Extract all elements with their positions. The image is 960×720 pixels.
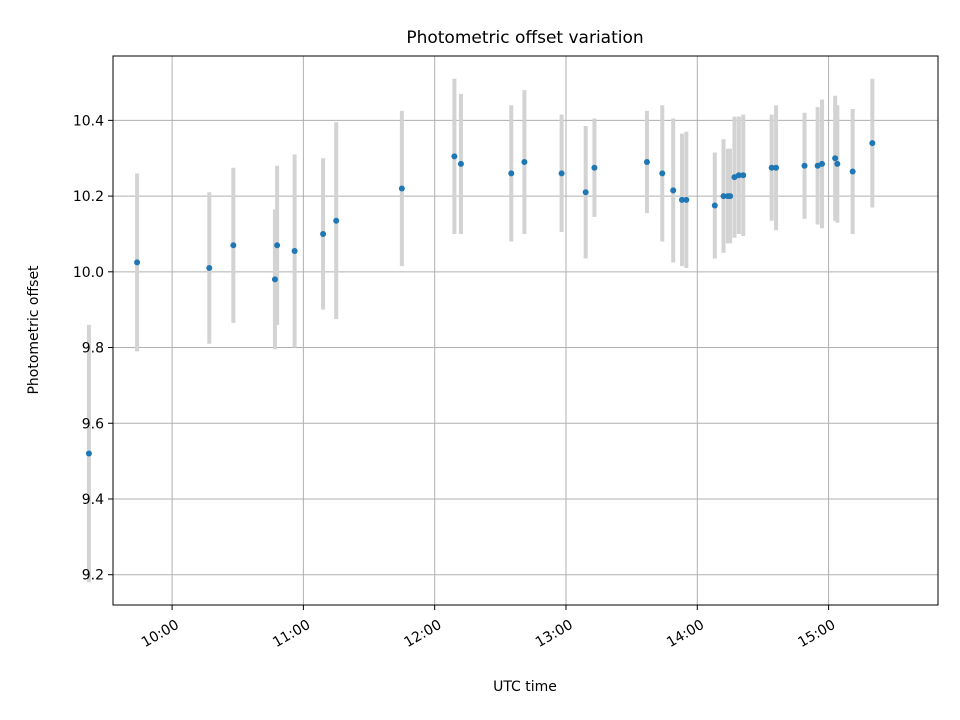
- data-point: [834, 160, 841, 167]
- y-tick-label: 10.4: [73, 113, 104, 129]
- data-point: [832, 155, 839, 162]
- chart-title: Photometric offset variation: [406, 28, 643, 48]
- data-point: [670, 187, 677, 194]
- data-points: [85, 140, 876, 457]
- data-point: [740, 172, 747, 179]
- y-tick-label: 10.2: [73, 189, 104, 205]
- plot-area-frame: [112, 55, 939, 606]
- data-point: [720, 193, 727, 200]
- data-point: [134, 259, 141, 266]
- data-point: [320, 230, 327, 237]
- data-point: [683, 196, 690, 203]
- y-tick-label: 9.6: [82, 416, 104, 432]
- y-tick-label: 10.0: [73, 265, 104, 281]
- data-point: [457, 160, 464, 167]
- data-point: [206, 265, 213, 272]
- data-point: [768, 164, 775, 171]
- data-point: [819, 160, 826, 167]
- data-point: [678, 196, 685, 203]
- data-point: [591, 164, 598, 171]
- y-tick-label: 9.4: [82, 492, 104, 508]
- data-point: [230, 242, 237, 249]
- data-point: [508, 170, 515, 177]
- data-point: [521, 159, 528, 166]
- data-point: [85, 450, 92, 457]
- data-point: [643, 159, 650, 166]
- y-tick-label: 9.2: [82, 568, 104, 584]
- data-point: [849, 168, 856, 175]
- data-point: [274, 242, 281, 249]
- data-point: [333, 217, 340, 224]
- y-axis-ticks: 9.2 9.4 9.6 9.8 10.0 10.2 10.4: [73, 113, 113, 584]
- data-point: [711, 202, 718, 209]
- data-point: [727, 193, 734, 200]
- data-point: [869, 140, 876, 147]
- data-point: [271, 276, 278, 283]
- x-axis-label: UTC time: [493, 679, 557, 695]
- data-point: [451, 153, 458, 160]
- data-point: [773, 164, 780, 171]
- data-point: [398, 185, 405, 192]
- data-point: [291, 247, 298, 254]
- data-point: [735, 172, 742, 179]
- y-tick-label: 9.8: [82, 341, 104, 357]
- y-axis-label: Photometric offset: [26, 265, 42, 395]
- data-point: [582, 189, 589, 196]
- grid-lines: [113, 56, 938, 605]
- data-point: [801, 162, 808, 169]
- data-point: [558, 170, 565, 177]
- data-point: [659, 170, 666, 177]
